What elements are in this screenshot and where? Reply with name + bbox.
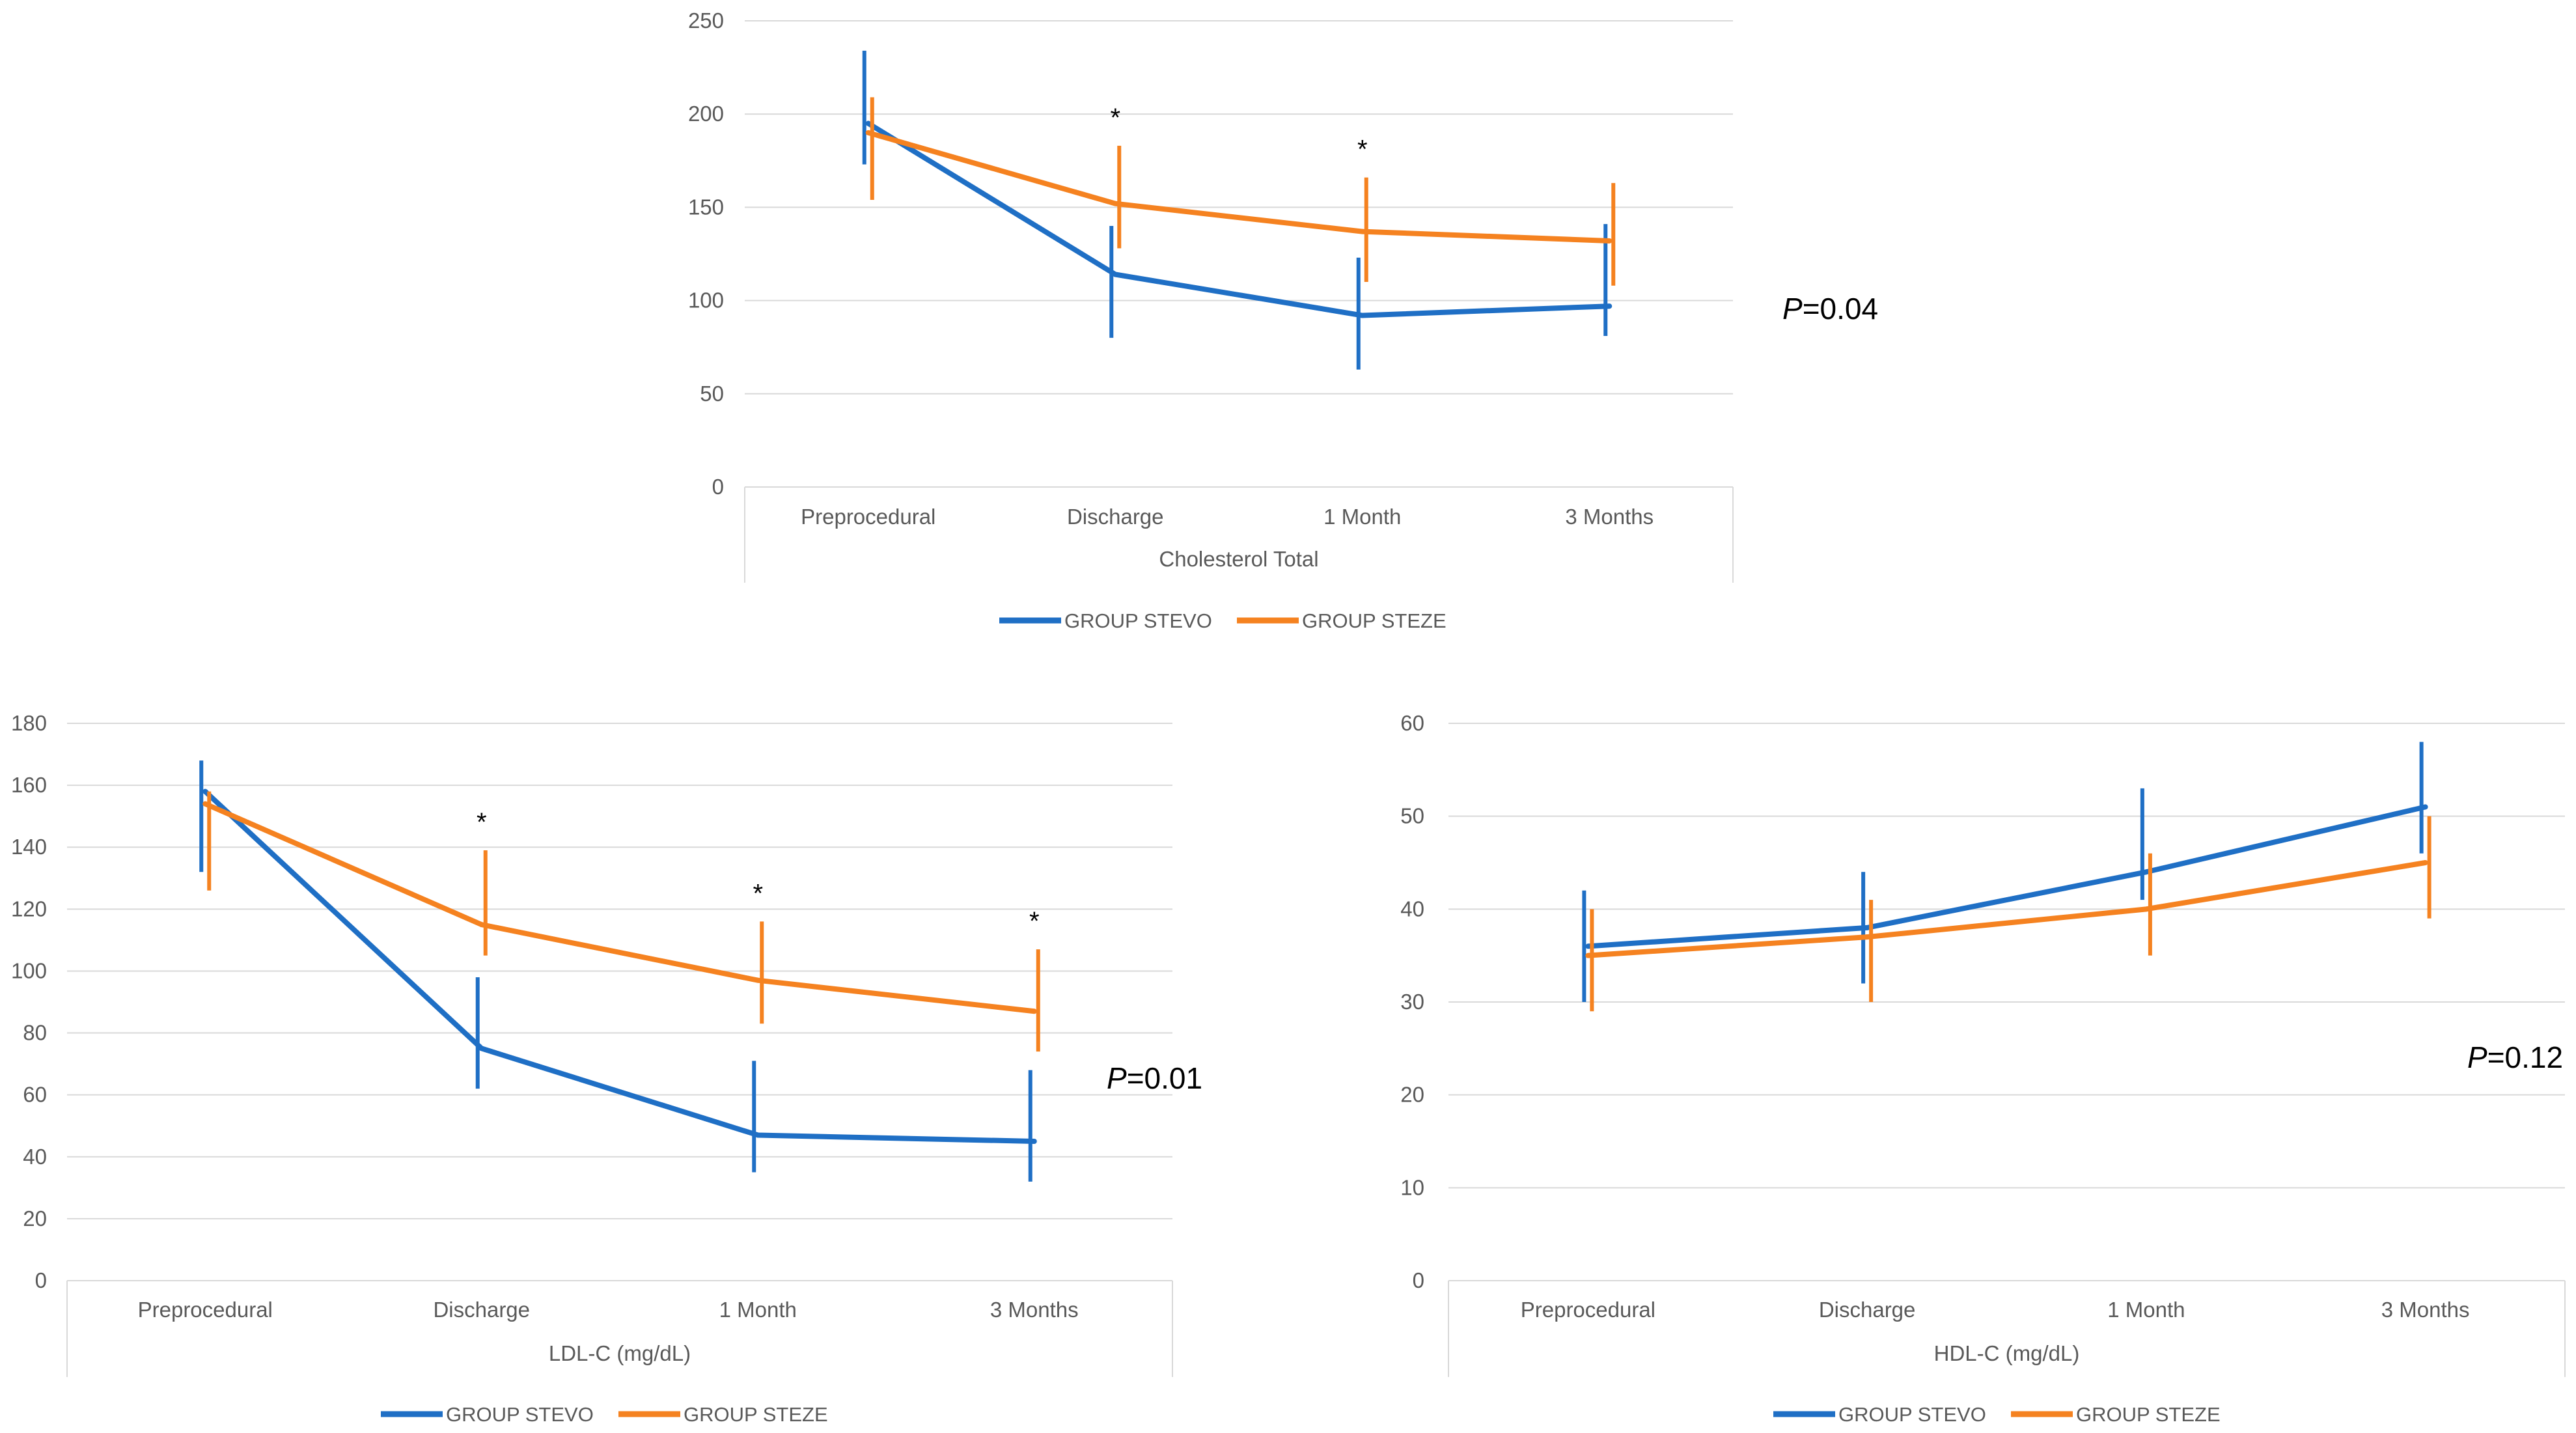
y-tick-label: 0 <box>712 475 724 499</box>
p-symbol: P <box>2467 1040 2487 1074</box>
y-tick-label: 60 <box>23 1083 47 1107</box>
data-point-steze <box>2422 860 2428 865</box>
y-tick-label: 140 <box>11 835 47 859</box>
p-value-annotation: P=0.12 <box>2467 1040 2563 1074</box>
legend: GROUP STEVO GROUP STEZE <box>1773 1403 2221 1426</box>
data-point-stevo <box>202 788 208 794</box>
series-line-steze <box>204 801 1035 1014</box>
data-point-stevo <box>2143 869 2149 875</box>
legend-label-stevo: GROUP STEVO <box>1064 609 1212 632</box>
y-tick-label: 100 <box>11 958 47 982</box>
x-tick-label: 1 Month <box>2107 1298 2185 1322</box>
y-tick-label: 50 <box>1400 804 1424 828</box>
data-point-steze <box>2143 906 2149 912</box>
x-axis-title: LDL-C (mg/dL) <box>549 1341 691 1365</box>
data-point-stevo <box>2422 804 2428 810</box>
y-tick-label: 180 <box>11 711 47 735</box>
significance-marker: * <box>1029 907 1040 936</box>
data-point-steze <box>1585 953 1591 958</box>
data-point-stevo <box>1031 1139 1037 1144</box>
y-tick-label: 0 <box>1413 1268 1424 1292</box>
data-point-stevo <box>1607 303 1613 309</box>
legend-label-stevo: GROUP STEVO <box>446 1403 594 1426</box>
y-tick-label: 80 <box>23 1021 47 1045</box>
legend-label-steze: GROUP STEZE <box>1302 609 1447 632</box>
data-point-steze <box>1607 238 1613 243</box>
p-symbol: P <box>1107 1061 1127 1095</box>
data-point-steze <box>478 922 484 928</box>
data-point-steze <box>202 801 208 807</box>
series-line-stevo <box>1588 804 2426 949</box>
data-point-steze <box>865 130 871 135</box>
y-tick-label: 160 <box>11 773 47 797</box>
significance-marker: * <box>477 808 487 837</box>
x-tick-label: Preprocedural <box>801 505 935 529</box>
legend-label-steze: GROUP STEZE <box>2076 1403 2221 1426</box>
y-tick-label: 100 <box>688 288 724 313</box>
y-tick-label: 250 <box>688 8 724 33</box>
x-tick-label: 1 Month <box>719 1298 797 1322</box>
legend-label-stevo: GROUP STEVO <box>1838 1403 1986 1426</box>
significance-marker: * <box>753 879 763 908</box>
y-tick-label: 50 <box>700 382 724 406</box>
legend: GROUP STEVO GROUP STEZE <box>381 1403 828 1426</box>
series-line-stevo <box>203 789 1034 1144</box>
x-tick-label: Preprocedural <box>1521 1298 1655 1322</box>
data-point-stevo <box>1864 925 1870 930</box>
y-tick-label: 150 <box>688 195 724 219</box>
y-tick-label: 10 <box>1400 1175 1424 1199</box>
series-line-steze <box>1588 860 2426 958</box>
data-point-steze <box>1359 229 1365 234</box>
chart-chol: 0 50 100 150 200 250 Preprocedural Discharge 1 M… <box>688 8 1878 632</box>
p-value-annotation: P=0.01 <box>1107 1061 1202 1095</box>
y-tick-label: 30 <box>1400 990 1424 1014</box>
y-tick-label: 0 <box>35 1268 47 1292</box>
x-tick-label: Discharge <box>433 1298 530 1322</box>
y-tick-label: 20 <box>23 1206 47 1231</box>
x-axis-title: Cholesterol Total <box>1159 547 1318 571</box>
data-point-stevo <box>478 1046 484 1051</box>
x-tick-label: 3 Months <box>2381 1298 2470 1322</box>
y-tick-label: 40 <box>1400 897 1424 921</box>
x-tick-label: Discharge <box>1067 505 1164 529</box>
data-point-stevo <box>755 1132 761 1138</box>
data-point-stevo <box>1359 313 1365 318</box>
p-value-annotation: P=0.04 <box>1782 292 1878 326</box>
x-tick-label: 3 Months <box>990 1298 1079 1322</box>
data-point-steze <box>1864 934 1870 940</box>
data-point-steze <box>1113 201 1118 206</box>
y-tick-label: 40 <box>23 1145 47 1169</box>
x-tick-label: Preprocedural <box>138 1298 273 1322</box>
significance-marker: * <box>1110 104 1120 132</box>
p-value: =0.12 <box>2487 1040 2563 1074</box>
series-line-stevo <box>866 121 1610 318</box>
chart-ldl: 0 20 40 60 80 100 120 140 160 180 Preprocedural Dis… <box>11 711 1202 1426</box>
x-axis-title: HDL-C (mg/dL) <box>1934 1341 2080 1365</box>
data-point-steze <box>1031 1009 1037 1014</box>
data-point-stevo <box>1585 943 1591 949</box>
x-tick-label: 3 Months <box>1565 505 1654 529</box>
legend-label-steze: GROUP STEZE <box>684 1403 828 1426</box>
y-tick-label: 20 <box>1400 1083 1424 1107</box>
x-tick-label: Discharge <box>1819 1298 1916 1322</box>
series-line-steze <box>867 130 1610 243</box>
data-point-stevo <box>1113 271 1118 277</box>
p-value: =0.01 <box>1127 1061 1202 1095</box>
chart-hdl: 0 10 20 30 40 50 60 Preprocedural Discharge 1 Mon… <box>1400 711 2566 1426</box>
x-tick-label: 1 Month <box>1323 505 1401 529</box>
significance-marker: * <box>1357 135 1368 164</box>
data-point-steze <box>755 977 761 983</box>
y-tick-label: 60 <box>1400 711 1424 735</box>
y-tick-label: 120 <box>11 897 47 921</box>
p-symbol: P <box>1782 292 1803 326</box>
data-point-stevo <box>865 120 871 126</box>
y-tick-label: 200 <box>688 102 724 126</box>
p-value: =0.04 <box>1803 292 1878 326</box>
legend: GROUP STEVO GROUP STEZE <box>999 609 1447 632</box>
